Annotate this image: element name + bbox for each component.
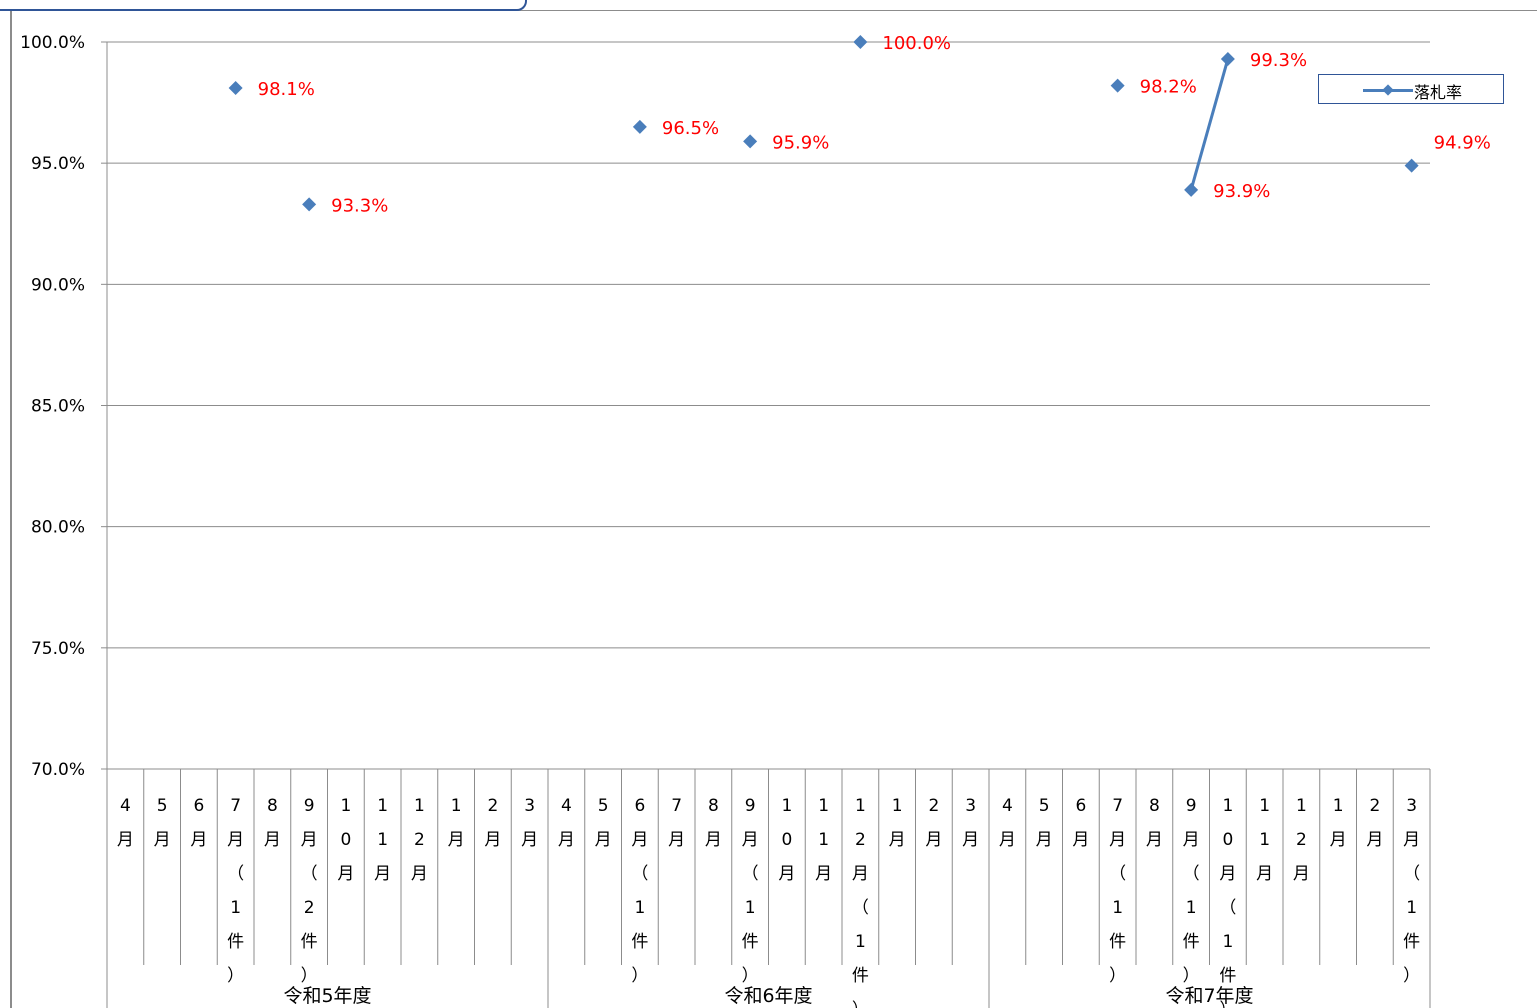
y-tick-label: 80.0% <box>31 518 85 538</box>
data-point-marker <box>1184 182 1199 197</box>
legend-diamond-icon <box>1382 84 1394 96</box>
data-point-marker <box>1404 158 1419 173</box>
x-tick-label: 7 月（ 1 件） <box>1109 796 1126 986</box>
y-tick-label: 90.0% <box>31 275 85 295</box>
x-tick-label: 6 月（ 1 件） <box>631 796 648 986</box>
data-point-marker <box>632 119 647 134</box>
group-label: 令和7年度 <box>1165 985 1253 1007</box>
y-tick-label: 100.0% <box>20 33 85 53</box>
legend: 落札率 <box>1318 74 1504 104</box>
group-label: 令和6年度 <box>724 985 812 1007</box>
data-label: 100.0% <box>882 33 951 54</box>
series-落札率: 98.1% 93.3% 96.5% 95.9% 100.0% 98.2% 93.9% 99.3… <box>228 33 1491 216</box>
data-label: 99.3% <box>1250 50 1307 71</box>
gridlines <box>107 41 1430 770</box>
data-label: 93.3% <box>331 195 388 216</box>
chart-frame-top <box>10 10 1537 11</box>
y-tick-label: 95.0% <box>31 154 85 174</box>
x-tick-label: 7 月（ 1 件） <box>227 796 244 986</box>
y-tick-label: 75.0% <box>31 639 85 659</box>
group-label: 令和5年度 <box>283 985 371 1007</box>
x-axis: 4 月 5 月 6 月 7 月（ 1 件） 8 月 9 月（ 2 件） 1 0 月 1 1 月 1 2 月 1 月 2 月 3 月 4 月 5 月 6… <box>106 769 1431 1008</box>
x-tick-label: 9 月（ 1 件） <box>1183 796 1200 986</box>
y-tick-label: 85.0% <box>31 397 85 417</box>
data-label: 94.9% <box>1434 133 1491 154</box>
data-point-marker <box>853 35 868 49</box>
data-label: 98.2% <box>1140 77 1197 98</box>
x-tick-label: 9 月（ 2 件） <box>301 796 318 986</box>
x-tick-label: 3 月（ 1 件） <box>1403 796 1420 986</box>
x-tick-label: 9 月（ 1 件） <box>742 796 759 986</box>
data-label: 93.9% <box>1213 181 1270 202</box>
data-point-marker <box>228 81 243 96</box>
data-label: 98.1% <box>258 79 315 100</box>
data-point-marker <box>743 134 758 149</box>
x-tick-label: 12月（1件） <box>852 796 869 1008</box>
data-point-marker <box>1220 51 1235 66</box>
legend-label: 落札率 <box>1414 83 1463 102</box>
data-point-marker <box>1110 78 1125 93</box>
data-label: 96.5% <box>662 118 719 139</box>
x-tick-label: 10月（1件） <box>1219 796 1236 1008</box>
data-point-marker <box>302 197 317 212</box>
series-line-segment <box>1189 58 1230 191</box>
chart-frame-left <box>10 10 12 1008</box>
y-tick-label: 70.0% <box>31 760 85 780</box>
y-axis: 100.0% 95.0% 90.0% 85.0% 80.0% 75.0% 70.0% <box>20 33 108 1008</box>
data-label: 95.9% <box>772 132 829 153</box>
